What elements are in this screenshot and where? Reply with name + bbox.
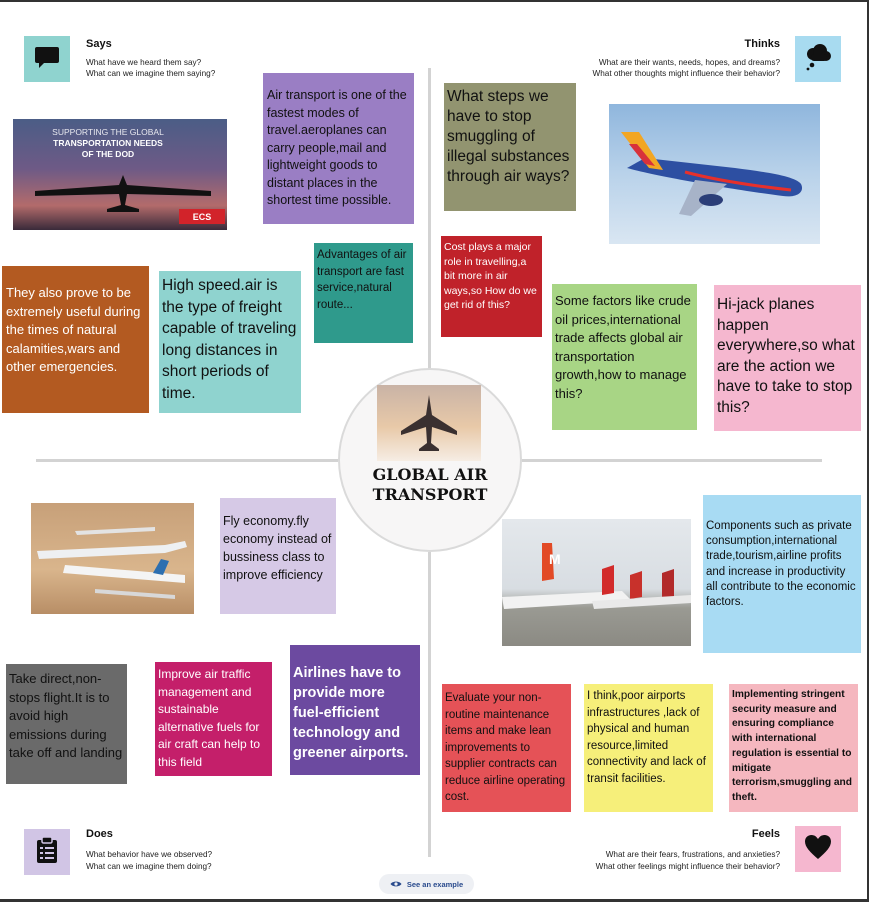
- does-note-direct-flights[interactable]: Take direct,non-stops flight.It is to av…: [6, 664, 127, 784]
- thinks-title: Thinks: [744, 38, 780, 50]
- feels-note-maintenance[interactable]: Evaluate your non-routine maintenance it…: [442, 684, 571, 812]
- says-subtitle-2: What can we imagine them saying?: [86, 69, 216, 78]
- does-subtitle-2: What can we imagine them doing?: [86, 862, 212, 871]
- banner-line-3: OF THE DOD: [81, 149, 135, 159]
- thought-cloud-icon: [803, 43, 833, 76]
- horizontal-axis-left: [36, 459, 338, 462]
- thinks-subtitle-2: What other thoughts might influence thei…: [592, 69, 780, 78]
- grounded-planes-photo: [31, 503, 194, 614]
- feels-subtitle-1: What are their fears, frustrations, and …: [605, 850, 780, 859]
- says-note-high-speed[interactable]: High speed.air is the type of freight ca…: [159, 271, 301, 413]
- thinks-note-smuggling[interactable]: What steps we have to stop smuggling of …: [444, 83, 576, 211]
- vertical-axis-bottom: [428, 552, 431, 857]
- horizontal-axis-right: [522, 459, 822, 462]
- cargo-plane-silhouette: [35, 175, 211, 212]
- feels-title: Feels: [751, 828, 780, 840]
- feels-note-security[interactable]: Implementing stringent security measure …: [729, 684, 858, 812]
- tail-logo: M: [549, 551, 561, 567]
- thinks-note-cost[interactable]: Cost plays a major role in travelling,a …: [441, 236, 542, 337]
- center-plane-photo: [377, 385, 481, 461]
- cargo-plane-photo: SUPPORTING THE GLOBAL TRANSPORTATION NEE…: [13, 119, 227, 230]
- see-example-label: See an example: [406, 879, 464, 889]
- eye-icon: [390, 880, 402, 888]
- says-note-advantages[interactable]: Advantages of air transport are fast ser…: [314, 243, 413, 343]
- thinks-icon-tile: [795, 36, 841, 82]
- says-title: Says: [86, 38, 112, 50]
- feels-note-economic-factors[interactable]: Components such as private consumption,i…: [703, 495, 861, 653]
- airline-tails-illustration: [502, 543, 691, 609]
- banner-line-1: SUPPORTING THE GLOBAL: [52, 127, 164, 137]
- does-note-economy[interactable]: Fly economy.fly economy instead of bussi…: [220, 498, 336, 614]
- does-subtitle-1: What behavior have we observed?: [86, 850, 213, 859]
- thinks-subtitle-1: What are their wants, needs, hopes, and …: [598, 58, 780, 67]
- ecs-logo: ECS: [179, 209, 225, 224]
- says-note-emergencies[interactable]: They also prove to be extremely useful d…: [2, 266, 149, 413]
- plane-front-illustration: [401, 395, 457, 451]
- feels-note-infrastructure[interactable]: I think,poor airports infrastructures ,l…: [584, 684, 713, 812]
- thinks-note-hijack[interactable]: Hi-jack planes happen everywhere,so what…: [714, 285, 861, 431]
- vertical-axis-top: [428, 68, 431, 370]
- banner-line-2: TRANSPORTATION NEEDS: [53, 138, 163, 148]
- heart-icon: [804, 834, 832, 865]
- grounded-planes-illustration: [37, 527, 187, 599]
- feels-icon-tile: [795, 826, 841, 872]
- does-note-fuel-efficient[interactable]: Airlines have to provide more fuel-effic…: [290, 645, 420, 775]
- feels-subtitle-2: What other feelings might influence thei…: [595, 862, 780, 871]
- thinks-note-factors[interactable]: Some factors like crude oil prices,inter…: [552, 284, 697, 430]
- clipboard-icon: [36, 835, 58, 869]
- does-note-traffic-management[interactable]: Improve air traffic management and susta…: [155, 662, 272, 776]
- says-subtitle-1: What have we heard them say?: [86, 58, 202, 67]
- does-icon-tile: [24, 829, 70, 875]
- airline-tails-photo: M: [502, 519, 691, 646]
- does-title: Does: [86, 828, 113, 840]
- center-title: GLOBAL AIR TRANSPORT: [372, 465, 488, 504]
- says-icon-tile: [24, 36, 70, 82]
- southwest-plane-photo: [609, 104, 820, 244]
- says-note-fastest-mode[interactable]: Air transport is one of the fastest mode…: [263, 73, 414, 224]
- see-example-button[interactable]: See an example: [379, 874, 474, 894]
- speech-bubble-icon: [34, 44, 60, 75]
- airliner-illustration: [621, 132, 803, 216]
